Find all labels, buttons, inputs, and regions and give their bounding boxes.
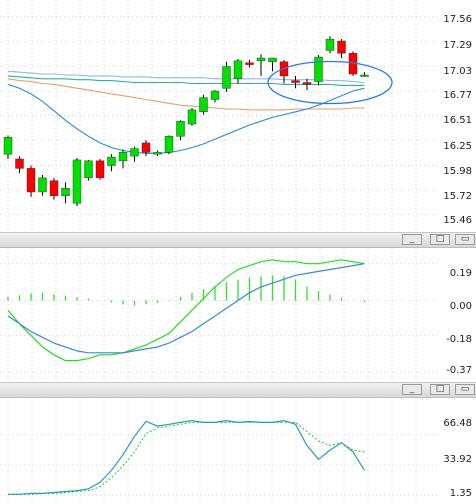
price-tick: 17.29 bbox=[443, 40, 472, 51]
candle-body bbox=[325, 38, 335, 51]
stochastic-d-line bbox=[8, 421, 365, 495]
macd-tick: -0.37 bbox=[446, 365, 472, 376]
macd-line bbox=[7, 263, 365, 354]
candle-body bbox=[15, 158, 24, 169]
price-tick: 16.77 bbox=[443, 90, 472, 101]
candle-body bbox=[49, 180, 59, 196]
candle-body bbox=[130, 148, 139, 157]
candle-body bbox=[233, 60, 243, 79]
maximize-button[interactable]: ▭ bbox=[455, 384, 475, 395]
candle-body bbox=[118, 152, 128, 162]
price-pane: 17.56 17.29 17.03 16.77 16.51 16.25 15.9… bbox=[0, 0, 476, 232]
stoch-tick: 33.92 bbox=[443, 454, 472, 465]
maximize-button[interactable]: ▭ bbox=[455, 234, 475, 245]
macd-pane: 0.19 0.00 -0.18 -0.37 bbox=[0, 248, 476, 382]
candle-body bbox=[72, 159, 82, 204]
candle-body bbox=[222, 66, 231, 89]
price-tick: 15.46 bbox=[443, 215, 472, 226]
restore-button[interactable]: □ bbox=[430, 234, 450, 245]
candle-body bbox=[26, 168, 36, 193]
candle-body bbox=[291, 80, 300, 83]
candle-body bbox=[61, 188, 70, 196]
pane-divider[interactable]: _ □ ▭ bbox=[0, 382, 476, 398]
macd-tick: 0.19 bbox=[449, 268, 472, 279]
macd-tick: -0.18 bbox=[446, 334, 472, 345]
stoch-tick: 1.35 bbox=[449, 488, 472, 499]
candle-body bbox=[210, 90, 220, 100]
price-tick: 16.51 bbox=[443, 115, 472, 126]
candle-body bbox=[95, 160, 105, 179]
restore-button[interactable]: □ bbox=[430, 384, 450, 395]
stochastic-chart bbox=[0, 398, 438, 504]
candle-body bbox=[153, 152, 162, 155]
candle-body bbox=[245, 62, 254, 65]
price-tick: 17.03 bbox=[443, 66, 472, 77]
macd-chart bbox=[0, 248, 438, 382]
stochastic-pane: 66.48 33.92 1.35 bbox=[0, 398, 476, 504]
minimize-button[interactable]: _ bbox=[402, 384, 422, 395]
minimize-button[interactable]: _ bbox=[402, 234, 422, 245]
price-tick: 15.98 bbox=[443, 166, 472, 177]
candle-body bbox=[187, 109, 197, 125]
stoch-tick: 66.48 bbox=[443, 418, 472, 429]
highlight-ellipse bbox=[267, 60, 393, 105]
macd-tick: 0.00 bbox=[449, 301, 472, 312]
candle-body bbox=[176, 121, 185, 137]
pane-divider[interactable]: _ □ ▭ bbox=[0, 232, 476, 248]
candle-body bbox=[141, 142, 151, 153]
candle-body bbox=[107, 156, 116, 166]
candle-body bbox=[337, 40, 346, 54]
macd-line bbox=[7, 259, 365, 362]
candle-body bbox=[268, 57, 277, 62]
moving-average-line bbox=[7, 83, 365, 154]
candle-body bbox=[3, 137, 13, 155]
candle-body bbox=[38, 177, 47, 193]
price-tick: 17.56 bbox=[443, 14, 472, 25]
candle-body bbox=[256, 57, 266, 62]
price-tick: 15.72 bbox=[443, 191, 472, 202]
candle-body bbox=[199, 97, 208, 112]
candle-body bbox=[302, 82, 312, 85]
price-chart bbox=[0, 0, 438, 232]
candle-body bbox=[84, 160, 93, 179]
candle-body bbox=[314, 56, 323, 82]
moving-average-line bbox=[7, 70, 365, 84]
candle-body bbox=[164, 136, 174, 153]
price-tick: 16.25 bbox=[443, 141, 472, 152]
candle-body bbox=[360, 74, 369, 77]
stochastic-k-line bbox=[8, 419, 366, 495]
